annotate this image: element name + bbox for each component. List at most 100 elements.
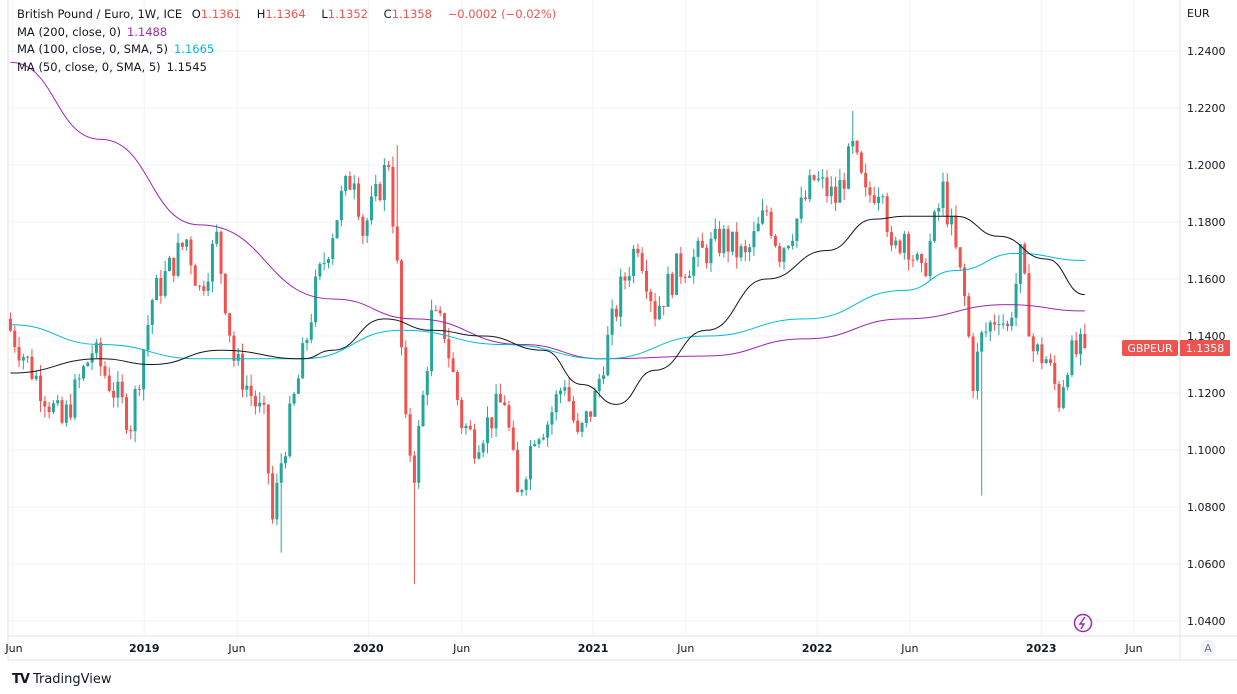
candle — [692, 248, 696, 284]
candle-body — [275, 482, 279, 520]
candle — [627, 266, 631, 288]
candle-body — [597, 378, 601, 392]
candle-body — [112, 390, 116, 398]
candle — [309, 313, 313, 344]
candle — [975, 342, 979, 400]
candle — [516, 441, 520, 493]
time-axis[interactable]: Jun 2019 Jun 2020 Jun 2021 Jun 2022 Jun 2023 Jun — [4, 642, 1142, 655]
candle — [404, 340, 408, 419]
candle — [993, 314, 997, 331]
currency-label: EUR — [1187, 7, 1210, 20]
candle — [911, 255, 915, 268]
candle-body — [301, 343, 305, 379]
candle-body — [503, 402, 507, 406]
candle-body — [245, 385, 249, 390]
candle-body — [116, 381, 120, 398]
grid-lines — [8, 0, 1180, 636]
candle-body — [146, 324, 150, 350]
candle-body — [795, 218, 799, 241]
moving-average-lines — [10, 61, 1085, 405]
candle — [374, 174, 378, 202]
candle — [369, 185, 373, 225]
indicator-ma200[interactable]: MA (200, close, 0) 1.1488 — [17, 24, 562, 42]
candle-body — [541, 437, 545, 440]
candle — [460, 397, 464, 434]
branding[interactable]: TV TradingView — [12, 672, 111, 687]
candle — [636, 243, 640, 258]
candle — [455, 370, 459, 406]
candle-body — [881, 196, 885, 198]
price-tick-label: 1.0800 — [1187, 501, 1226, 514]
candle — [829, 176, 833, 205]
time-tick-label: Jun — [452, 642, 470, 655]
candle-body — [425, 371, 429, 395]
indicator-label: MA (50, close, 0, SMA, 5) — [17, 59, 161, 74]
candle — [412, 451, 416, 584]
candle-body — [159, 277, 163, 296]
candle — [124, 393, 128, 434]
candle-body — [911, 259, 915, 261]
candle — [1014, 273, 1018, 327]
auto-scale-button[interactable]: A — [1200, 640, 1216, 656]
candle-body — [902, 234, 906, 253]
candle-body — [331, 238, 335, 259]
candle — [1066, 372, 1070, 391]
candle — [718, 221, 722, 257]
candle-body — [593, 391, 597, 417]
candle — [314, 269, 318, 327]
candle — [846, 143, 850, 190]
candle-body — [60, 400, 64, 423]
candle — [782, 246, 786, 270]
candle-body — [124, 397, 128, 430]
candle — [146, 315, 150, 357]
candle — [748, 243, 752, 262]
candle-body — [748, 247, 752, 253]
symbol-description: British Pound / Euro, 1W, ICE — [17, 7, 183, 21]
candle-body — [1070, 340, 1074, 375]
candle-body — [17, 346, 21, 361]
candle — [842, 172, 846, 200]
price-axis[interactable]: 1.0400 1.0600 1.0800 1.1000 1.1200 1.1400 1.16… — [1187, 45, 1226, 628]
candle-body — [975, 351, 979, 392]
candle — [167, 255, 171, 272]
candle-body — [189, 239, 193, 266]
candle-body — [382, 164, 386, 201]
price-tick-label: 1.2000 — [1187, 159, 1226, 172]
candle — [988, 320, 992, 342]
candle-body — [1010, 317, 1014, 327]
time-tick-label: 2019 — [129, 642, 160, 655]
candle-body — [176, 242, 180, 276]
candle-body — [438, 310, 442, 314]
ohlc-close: C1.1358 — [384, 7, 438, 21]
indicator-ma100[interactable]: MA (100, close, 0, SMA, 5) 1.1665 — [17, 41, 562, 59]
candle — [395, 145, 399, 264]
candle — [765, 205, 769, 216]
candle-body — [339, 190, 343, 221]
candle-body — [670, 273, 674, 295]
indicator-ma50[interactable]: MA (50, close, 0, SMA, 5) 1.1545 — [17, 59, 562, 77]
candle-body — [838, 180, 842, 203]
candle-body — [507, 405, 511, 428]
low-value: 1.1352 — [327, 7, 368, 21]
candle-body — [82, 366, 86, 379]
candle — [1018, 243, 1022, 294]
candle — [799, 186, 803, 224]
candle — [868, 181, 872, 203]
candle-body — [1053, 362, 1057, 384]
candle — [249, 374, 253, 407]
candle-body — [1031, 336, 1035, 352]
candle-body — [1083, 333, 1087, 348]
candle-body — [262, 402, 266, 405]
candle-body — [241, 353, 245, 390]
candle-body — [314, 276, 318, 323]
candle-body — [528, 446, 532, 480]
symbol-ohlc-row[interactable]: British Pound / Euro, 1W, ICE O1.1361 H1… — [17, 6, 562, 24]
candle — [408, 407, 412, 463]
ma200-line — [10, 61, 1085, 360]
candle — [490, 417, 494, 438]
lightning-icon[interactable] — [1073, 613, 1093, 633]
candle-body — [589, 411, 593, 417]
price-tick-label: 1.1400 — [1187, 330, 1226, 343]
candle — [266, 403, 270, 485]
